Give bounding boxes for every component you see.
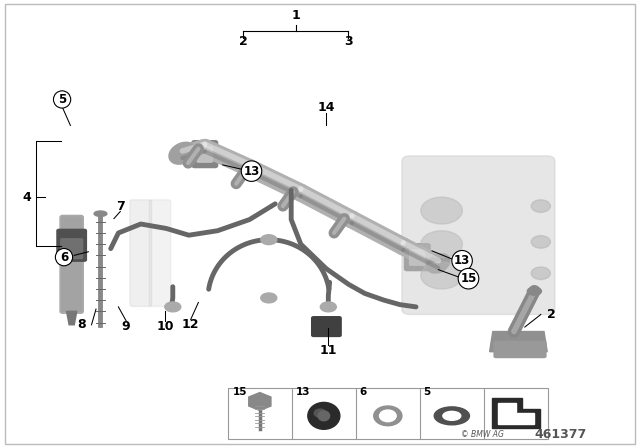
Ellipse shape: [380, 410, 396, 422]
FancyBboxPatch shape: [57, 229, 86, 261]
Text: 11: 11: [319, 344, 337, 357]
Text: 2: 2: [239, 35, 248, 48]
Text: 13: 13: [243, 164, 260, 178]
Text: 13: 13: [454, 254, 470, 267]
Ellipse shape: [308, 402, 340, 429]
Polygon shape: [67, 311, 77, 325]
Text: 2: 2: [547, 308, 556, 321]
FancyBboxPatch shape: [402, 156, 555, 314]
FancyBboxPatch shape: [404, 244, 430, 271]
Ellipse shape: [94, 211, 107, 216]
Ellipse shape: [169, 142, 196, 164]
FancyBboxPatch shape: [149, 200, 171, 306]
Text: 6: 6: [60, 250, 68, 264]
FancyBboxPatch shape: [60, 215, 83, 313]
Ellipse shape: [314, 409, 326, 417]
FancyBboxPatch shape: [410, 250, 425, 265]
FancyBboxPatch shape: [60, 215, 83, 313]
Ellipse shape: [531, 267, 550, 280]
FancyBboxPatch shape: [494, 341, 546, 358]
Ellipse shape: [421, 231, 462, 258]
Text: 10: 10: [156, 319, 174, 333]
Text: 1: 1: [291, 9, 300, 22]
Ellipse shape: [443, 411, 461, 420]
FancyBboxPatch shape: [192, 141, 218, 168]
FancyBboxPatch shape: [197, 147, 212, 162]
Polygon shape: [492, 398, 540, 428]
Polygon shape: [498, 403, 534, 424]
Text: 15: 15: [233, 387, 248, 396]
Ellipse shape: [435, 407, 470, 425]
FancyBboxPatch shape: [312, 317, 341, 336]
Text: 461377: 461377: [534, 428, 587, 441]
Polygon shape: [490, 332, 547, 352]
Ellipse shape: [374, 406, 402, 426]
Text: 4: 4: [22, 190, 31, 204]
Ellipse shape: [531, 236, 550, 248]
Text: 6: 6: [360, 387, 367, 396]
Text: 13: 13: [296, 387, 310, 396]
Text: 5: 5: [58, 93, 66, 106]
Ellipse shape: [261, 235, 277, 245]
Ellipse shape: [261, 293, 277, 303]
Ellipse shape: [427, 254, 450, 273]
Text: 12: 12: [182, 318, 200, 332]
FancyBboxPatch shape: [130, 200, 152, 306]
Text: 9: 9: [122, 319, 131, 333]
FancyBboxPatch shape: [228, 388, 548, 439]
Text: 5: 5: [424, 387, 431, 396]
Ellipse shape: [318, 411, 330, 421]
Ellipse shape: [421, 197, 462, 224]
Text: 15: 15: [460, 272, 477, 285]
Ellipse shape: [527, 287, 541, 295]
Ellipse shape: [321, 302, 337, 312]
Text: 3: 3: [344, 35, 353, 48]
Text: 8: 8: [77, 318, 86, 332]
Text: © BMW AG: © BMW AG: [461, 430, 504, 439]
FancyBboxPatch shape: [61, 239, 83, 258]
Ellipse shape: [421, 262, 462, 289]
Text: 7: 7: [116, 200, 125, 214]
Ellipse shape: [531, 200, 550, 212]
Ellipse shape: [165, 302, 181, 312]
Text: 14: 14: [317, 101, 335, 114]
